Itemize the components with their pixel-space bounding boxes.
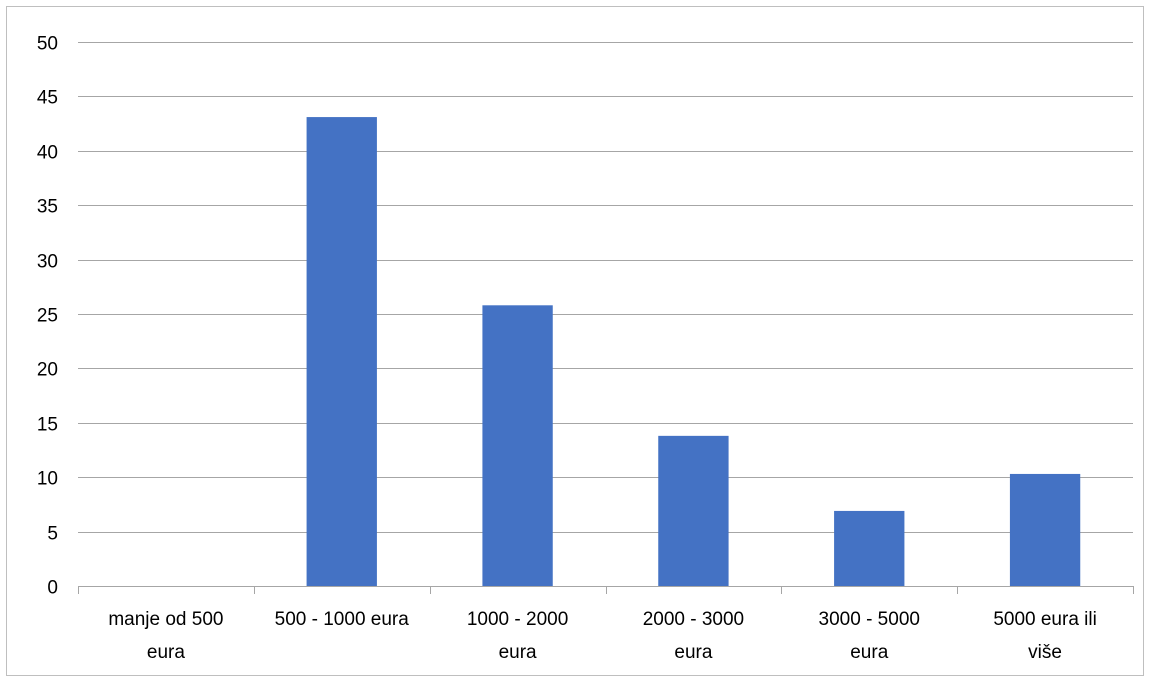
y-tick-label: 50 [37,34,58,55]
chart-frame [6,6,1144,676]
bar [306,117,377,587]
x-category-label: 5000 eura ili više [993,609,1097,663]
category-labels: manje od 500 eura 500 - 1000 eura 1000 - 20… [108,609,1097,663]
y-tick-label: 15 [37,415,58,436]
x-category-label: 3000 - 5000 eura [819,609,920,663]
y-tick-label: 25 [37,306,58,327]
bar [482,305,553,586]
y-tick-label: 35 [37,197,58,218]
y-tick-label: 5 [47,524,58,545]
y-tick-labels: 0 5 10 15 20 25 30 35 40 45 50 [37,34,58,599]
y-tick-label: 20 [37,360,58,381]
y-tick-label: 45 [37,88,58,109]
x-category-label: manje od 500 eura [108,609,223,663]
y-tick-label: 30 [37,252,58,273]
bar [658,435,729,586]
y-tick-label: 0 [47,578,58,599]
x-category-label: 500 - 1000 eura [275,609,410,630]
x-category-label: 1000 - 2000 eura [467,609,568,663]
x-category-label: 2000 - 3000 eura [643,609,744,663]
bars [306,117,1081,587]
gridlines [78,42,1133,533]
bar [1009,473,1081,586]
y-tick-label: 10 [37,469,58,490]
axes [78,586,1134,594]
bar [834,510,905,586]
y-tick-label: 40 [37,143,58,164]
